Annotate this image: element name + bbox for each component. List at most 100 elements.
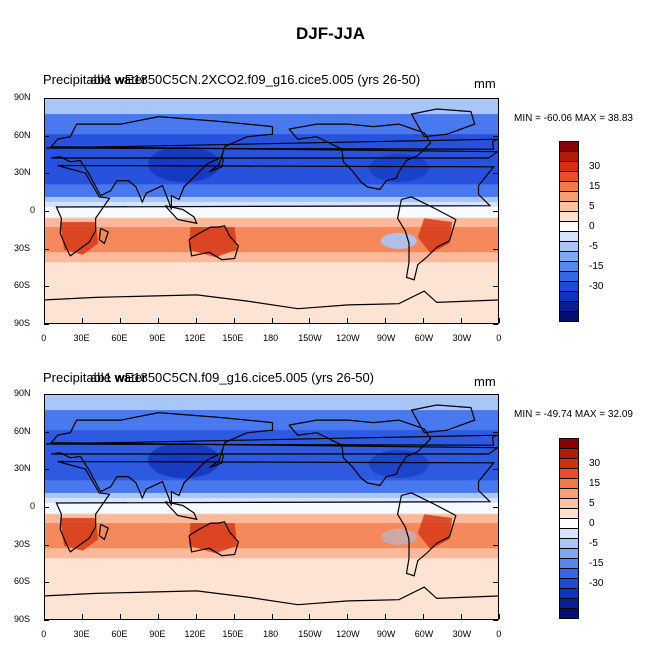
lat-tick xyxy=(44,248,49,250)
lat-tick-label: 90S xyxy=(14,614,31,624)
panel-units: mm xyxy=(474,76,496,91)
lon-tick-label: 60E xyxy=(111,629,128,639)
lat-tick xyxy=(44,98,49,99)
map-plot xyxy=(44,394,499,620)
lon-tick xyxy=(44,318,45,323)
lon-tick xyxy=(385,614,387,619)
colorbar-label: -30 xyxy=(589,578,604,589)
colorbar-label: 5 xyxy=(589,201,595,212)
lon-tick-label: 90E xyxy=(149,629,166,639)
lat-tick xyxy=(493,544,498,546)
lon-tick-label: 120E xyxy=(184,629,206,639)
lat-tick xyxy=(44,324,49,325)
colorbar-label: 30 xyxy=(589,161,601,172)
min-max-label: MIN = -49.74 MAX = 32.09 xyxy=(514,409,633,420)
lon-tick-label: 120E xyxy=(184,333,206,343)
min-max-label: MIN = -60.06 MAX = 38.83 xyxy=(514,113,633,124)
lon-tick xyxy=(309,614,311,619)
lat-tick-label: 30S xyxy=(14,242,31,253)
lon-tick-label: 150E xyxy=(222,333,244,343)
lon-tick-label: 0 xyxy=(496,629,502,639)
panel-title-overlap-a: Precipitable water xyxy=(43,72,147,87)
lon-tick xyxy=(423,614,425,619)
panel-title-overlap-b: ab1 wE1850C5CN.f09_g16.cice5.005 (yrs 26… xyxy=(90,370,375,385)
figure-title: DJF-JJA xyxy=(296,24,365,43)
lon-tick xyxy=(271,318,273,323)
lon-tick xyxy=(461,614,463,619)
lon-tick xyxy=(119,318,121,323)
lat-tick xyxy=(44,544,49,546)
lon-tick xyxy=(385,318,387,323)
lat-tick-label: 60N xyxy=(14,129,31,140)
lat-tick-label: 30N xyxy=(14,463,31,474)
lat-tick xyxy=(44,431,49,433)
lat-tick xyxy=(493,173,498,175)
lon-tick xyxy=(233,614,235,619)
lat-tick-label: 30S xyxy=(14,538,31,549)
map-plot xyxy=(44,98,499,324)
lat-tick xyxy=(44,582,49,584)
lon-tick xyxy=(233,318,235,323)
lat-tick xyxy=(493,620,498,621)
lon-tick xyxy=(81,614,83,619)
lat-tick-label: 30N xyxy=(14,167,31,178)
lon-tick-label: 150W xyxy=(298,333,322,343)
lon-tick-label: 150E xyxy=(222,629,244,639)
lon-tick xyxy=(309,318,311,323)
lat-tick xyxy=(44,286,49,288)
lat-tick xyxy=(493,135,498,137)
colorbar-label: 30 xyxy=(589,458,601,469)
lat-tick-label: 90S xyxy=(14,318,31,328)
lon-tick xyxy=(44,614,45,619)
colorbar-label: 5 xyxy=(589,498,595,509)
lon-tick-label: 180 xyxy=(263,333,279,343)
lon-tick xyxy=(271,614,273,619)
lat-tick xyxy=(44,507,49,508)
lon-tick-label: 60W xyxy=(414,629,434,639)
lat-tick-label: 60S xyxy=(14,576,31,587)
lon-tick-label: 120W xyxy=(336,333,360,343)
lat-tick xyxy=(44,211,49,212)
lon-tick xyxy=(195,614,197,619)
colorbar-label: -15 xyxy=(589,261,604,272)
lat-tick xyxy=(44,469,49,471)
lat-tick-label: 0 xyxy=(30,501,36,511)
lon-tick xyxy=(119,614,121,619)
panel-title-overlap-a: Precipitable water xyxy=(43,370,147,385)
lat-tick xyxy=(44,173,49,175)
panel-title-overlap-b: ab1 wE1850C5CN.2XCO2.f09_g16.cice5.005 (… xyxy=(90,72,421,87)
lat-tick xyxy=(493,324,498,325)
lat-tick-label: 60S xyxy=(14,280,31,291)
lat-tick-label: 60N xyxy=(14,425,31,436)
lat-tick xyxy=(493,98,498,99)
lon-tick xyxy=(499,614,500,619)
lon-tick-label: 30E xyxy=(73,629,90,639)
lon-tick-label: 0 xyxy=(41,629,47,639)
lon-tick-label: 90W xyxy=(376,629,396,639)
lon-tick xyxy=(81,318,83,323)
lon-tick xyxy=(347,614,349,619)
lat-tick xyxy=(44,135,49,137)
lat-tick xyxy=(493,469,498,471)
lat-tick xyxy=(493,211,498,212)
lon-tick xyxy=(157,614,159,619)
lat-tick xyxy=(493,582,498,584)
lat-tick-label: 90N xyxy=(14,92,31,102)
colorbar-label: -15 xyxy=(589,558,604,569)
lon-tick xyxy=(347,318,349,323)
lon-tick-label: 30W xyxy=(452,333,472,343)
lon-tick xyxy=(423,318,425,323)
colorbar-label: -5 xyxy=(589,538,598,549)
colorbar-label: 15 xyxy=(589,478,601,489)
lon-tick-label: 0 xyxy=(496,333,502,343)
lon-tick xyxy=(157,318,159,323)
lat-tick-label: 90N xyxy=(14,388,31,398)
colorbar-cell xyxy=(559,608,579,619)
lon-tick-label: 60E xyxy=(111,333,128,343)
lat-tick xyxy=(493,394,498,395)
lat-tick xyxy=(493,507,498,508)
colorbar-label: 15 xyxy=(589,181,601,192)
colorbar-label: 0 xyxy=(589,518,595,529)
lat-tick xyxy=(493,431,498,433)
lat-tick xyxy=(44,394,49,395)
